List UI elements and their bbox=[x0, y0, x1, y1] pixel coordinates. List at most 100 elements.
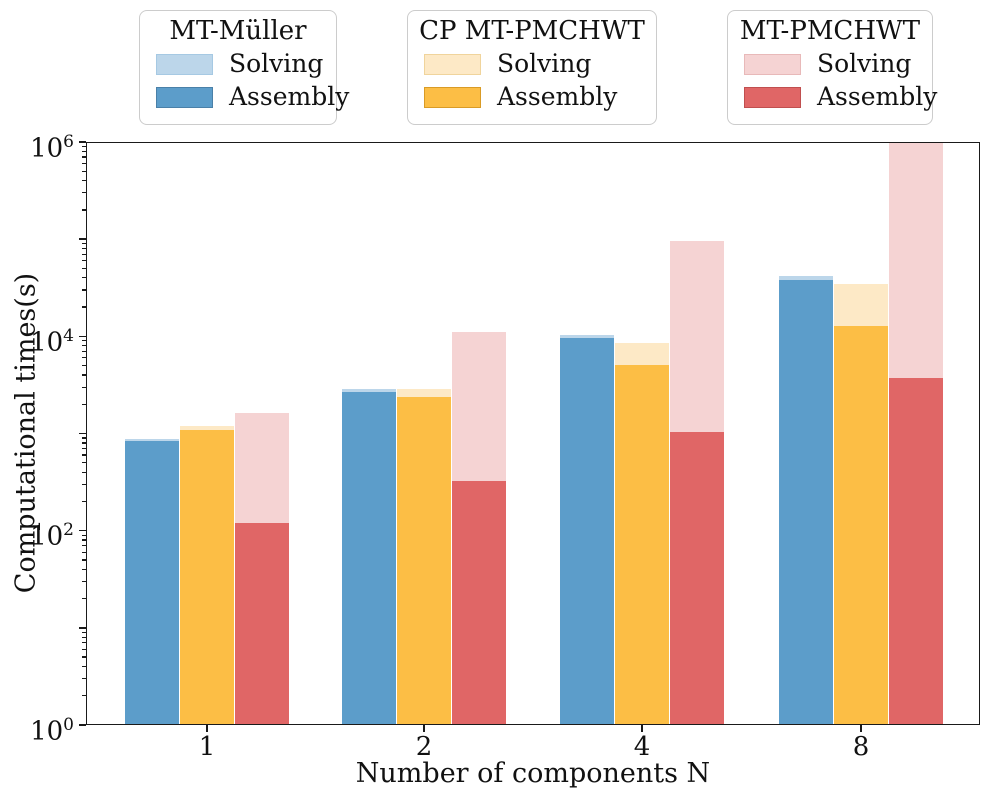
y-major-tick bbox=[79, 335, 86, 338]
bar-assembly-mt-m-ller-n4 bbox=[560, 337, 614, 725]
y-minor-tick bbox=[82, 247, 86, 250]
y-minor-tick bbox=[82, 374, 86, 376]
y-minor-tick bbox=[82, 454, 86, 456]
y-minor-tick bbox=[82, 545, 86, 547]
y-minor-tick bbox=[82, 678, 86, 680]
y-major-tick bbox=[79, 627, 86, 629]
y-minor-tick bbox=[82, 534, 86, 536]
legend-label: Solving bbox=[817, 49, 912, 78]
bar-solving-mt-pmchwt-n2 bbox=[452, 332, 506, 481]
y-minor-tick bbox=[82, 656, 86, 658]
bar-assembly-mt-m-ller-n1 bbox=[125, 440, 179, 725]
y-tick-label-1e0: 100 bbox=[30, 715, 74, 747]
y-minor-tick bbox=[82, 559, 86, 561]
y-major-tick bbox=[79, 141, 86, 143]
bar-solving-mt-pmchwt-n1 bbox=[235, 412, 289, 523]
y-minor-tick bbox=[82, 471, 86, 473]
x-major-tick bbox=[423, 725, 425, 732]
x-tick-label-2: 2 bbox=[415, 732, 433, 762]
legend-swatch-solving bbox=[156, 53, 213, 75]
y-minor-tick bbox=[82, 597, 86, 600]
y-minor-tick bbox=[82, 648, 86, 650]
y-minor-tick bbox=[82, 568, 86, 570]
x-tick-label-1: 1 bbox=[198, 732, 216, 762]
x-major-tick bbox=[206, 725, 208, 732]
y-axis-title: Computational times(s) bbox=[10, 272, 42, 594]
y-tick-label-1e4: 104 bbox=[30, 326, 74, 358]
bar-solving-cp-mt-pmchwt-n4 bbox=[615, 343, 669, 365]
bar-assembly-mt-pmchwt-n8 bbox=[889, 378, 943, 725]
y-minor-tick bbox=[82, 500, 86, 502]
bar-solving-mt-m-ller-n1 bbox=[125, 438, 179, 441]
y-minor-tick bbox=[82, 437, 86, 439]
legend-cp-mt-pmchwt: CP MT-PMCHWT Solving Assembly bbox=[407, 10, 657, 125]
y-major-tick bbox=[79, 529, 86, 532]
legend-swatch-solving bbox=[424, 53, 481, 75]
y-minor-tick bbox=[82, 403, 86, 405]
y-minor-tick bbox=[82, 306, 86, 308]
bar-assembly-mt-m-ller-n8 bbox=[779, 279, 833, 725]
y-minor-tick bbox=[82, 267, 86, 269]
bar-assembly-mt-pmchwt-n4 bbox=[670, 431, 724, 725]
legend-mt-muller: MT-Müller Solving Assembly bbox=[139, 10, 349, 125]
y-minor-tick bbox=[82, 483, 86, 485]
legend-row-solving: Solving bbox=[140, 46, 336, 79]
y-major-tick bbox=[79, 432, 86, 435]
bar-solving-cp-mt-pmchwt-n8 bbox=[834, 284, 888, 326]
y-minor-tick bbox=[82, 277, 86, 279]
bar-solving-cp-mt-pmchwt-n1 bbox=[180, 426, 234, 430]
y-minor-tick bbox=[82, 551, 86, 553]
y-minor-tick bbox=[82, 180, 86, 182]
y-tick-label-1e2: 102 bbox=[30, 520, 74, 552]
y-minor-tick bbox=[82, 364, 86, 367]
legend-swatch-solving bbox=[744, 53, 801, 75]
y-minor-tick bbox=[82, 162, 86, 165]
y-minor-tick bbox=[82, 253, 86, 255]
y-minor-tick bbox=[82, 150, 86, 152]
y-minor-tick bbox=[82, 357, 86, 359]
legend-label: Assembly bbox=[817, 82, 938, 111]
y-minor-tick bbox=[82, 145, 86, 148]
legend-mt-pmchwt: MT-PMCHWT Solving Assembly bbox=[727, 10, 937, 125]
y-minor-tick bbox=[82, 442, 86, 444]
bar-solving-mt-pmchwt-n4 bbox=[670, 241, 724, 432]
y-minor-tick bbox=[82, 580, 86, 583]
y-tick-label-1e6: 106 bbox=[30, 132, 74, 164]
legend-label: Solving bbox=[497, 49, 592, 78]
legend-row-assembly: Assembly bbox=[140, 79, 349, 112]
y-minor-tick bbox=[82, 631, 86, 633]
x-tick-label-8: 8 bbox=[852, 732, 870, 762]
y-minor-tick bbox=[82, 462, 86, 464]
legend-label: Assembly bbox=[229, 82, 350, 111]
x-axis-title: Number of components N bbox=[355, 758, 711, 789]
legend-row-solving: Solving bbox=[728, 46, 932, 79]
bar-assembly-mt-pmchwt-n2 bbox=[452, 480, 506, 725]
bar-assembly-mt-m-ller-n2 bbox=[342, 391, 396, 725]
y-minor-tick bbox=[82, 289, 86, 291]
x-tick-label-4: 4 bbox=[633, 732, 651, 762]
bar-solving-mt-m-ller-n4 bbox=[560, 335, 614, 338]
bar-assembly-cp-mt-pmchwt-n2 bbox=[397, 397, 451, 725]
legend-title: MT-Müller bbox=[169, 16, 307, 46]
y-major-tick bbox=[79, 238, 86, 240]
bar-solving-mt-m-ller-n2 bbox=[342, 389, 396, 392]
legend-label: Assembly bbox=[497, 82, 618, 111]
y-minor-tick bbox=[82, 695, 86, 697]
y-minor-tick bbox=[82, 340, 86, 342]
legend-swatch-assembly bbox=[744, 86, 801, 108]
y-minor-tick bbox=[82, 209, 86, 211]
bar-solving-mt-pmchwt-n8 bbox=[889, 142, 943, 379]
bar-assembly-mt-pmchwt-n1 bbox=[235, 522, 289, 725]
y-minor-tick bbox=[82, 447, 86, 450]
y-minor-tick bbox=[82, 345, 86, 347]
legend-row-assembly: Assembly bbox=[408, 79, 656, 112]
y-minor-tick bbox=[82, 170, 86, 172]
legend-swatch-assembly bbox=[424, 86, 481, 108]
x-major-tick bbox=[641, 725, 643, 732]
legend-title: CP MT-PMCHWT bbox=[419, 16, 645, 46]
legend-row-assembly: Assembly bbox=[728, 79, 937, 112]
legend-row-solving: Solving bbox=[408, 46, 656, 79]
y-minor-tick bbox=[82, 386, 86, 388]
bar-assembly-cp-mt-pmchwt-n1 bbox=[180, 429, 234, 725]
